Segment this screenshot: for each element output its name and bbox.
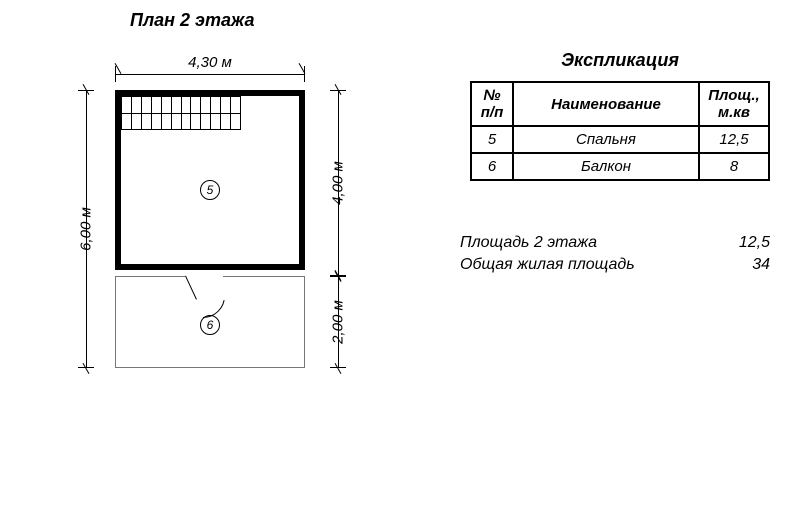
summary-row: Общая жилая площадь 34	[460, 256, 770, 274]
summary-row: Площадь 2 этажа 12,5	[460, 234, 770, 252]
col-header-n: №п/п	[471, 82, 513, 126]
summary-value: 12,5	[739, 234, 770, 252]
dim-left-label: 6,00 м	[77, 207, 94, 251]
room-marker-5: 5	[200, 180, 220, 200]
cell-name: Спальня	[513, 126, 699, 153]
dim-right-lower-label: 2,00 м	[329, 300, 346, 344]
summary-value: 34	[752, 256, 770, 274]
col-header-name: Наименование	[513, 82, 699, 126]
cell-area: 12,5	[699, 126, 769, 153]
room-marker-6: 6	[200, 315, 220, 335]
dim-right-upper-label: 4,00 м	[329, 161, 346, 205]
explication-block: Экспликация №п/п Наименование Площ.,м.кв…	[470, 50, 770, 181]
floor-plan: 4,30 м 6,00 м 4,00 м 2,00 м 5 6	[70, 50, 360, 480]
summary-block: Площадь 2 этажа 12,5 Общая жилая площадь…	[460, 230, 770, 278]
summary-label: Площадь 2 этажа	[460, 234, 597, 252]
dim-top: 4,30 м	[115, 58, 305, 82]
door-icon	[185, 270, 223, 296]
summary-label: Общая жилая площадь	[460, 256, 635, 274]
cell-n: 5	[471, 126, 513, 153]
cell-name: Балкон	[513, 153, 699, 180]
cell-n: 6	[471, 153, 513, 180]
plan-title: План 2 этажа	[130, 10, 254, 31]
cell-area: 8	[699, 153, 769, 180]
explication-table: №п/п Наименование Площ.,м.кв 5 Спальня 1…	[470, 81, 770, 181]
dim-right-lower: 2,00 м	[322, 276, 346, 368]
dim-top-label: 4,30 м	[115, 54, 305, 71]
col-header-area: Площ.,м.кв	[699, 82, 769, 126]
stairs-divider	[121, 113, 241, 114]
table-row: 6 Балкон 8	[471, 153, 769, 180]
dim-right-upper: 4,00 м	[322, 90, 346, 276]
table-row: 5 Спальня 12,5	[471, 126, 769, 153]
dim-left: 6,00 м	[70, 90, 94, 368]
table-title: Экспликация	[470, 50, 770, 71]
